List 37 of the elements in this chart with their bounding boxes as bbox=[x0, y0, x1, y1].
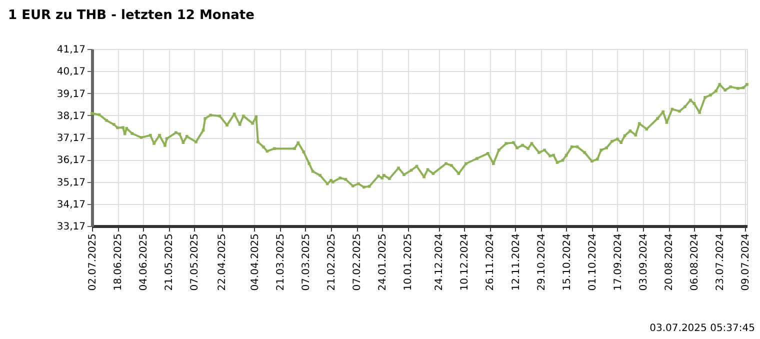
x-tick-label: 07.03.2025 bbox=[300, 234, 312, 291]
x-tick-label: 24.12.2024 bbox=[434, 234, 446, 291]
y-tick-label: 38,17 bbox=[56, 110, 86, 122]
chart-title: 1 EUR zu THB - letzten 12 Monate bbox=[8, 8, 255, 23]
x-tick-label: 26.11.2024 bbox=[485, 234, 496, 291]
x-tick-label: 06.08.2024 bbox=[690, 234, 701, 291]
x-tick-label: 02.07.2025 bbox=[88, 234, 98, 291]
x-tick-label: 22.04.2025 bbox=[217, 234, 228, 291]
x-tick-label: 29.10.2024 bbox=[536, 234, 548, 291]
y-tick-label: 33,17 bbox=[56, 222, 86, 232]
x-tick-label: 21.03.2025 bbox=[275, 234, 286, 291]
x-tick-label: 01.10.2024 bbox=[587, 234, 598, 291]
x-tick-label: 09.07.2024 bbox=[740, 234, 752, 291]
x-tick-label: 20.08.2024 bbox=[664, 234, 676, 291]
x-tick-label: 04.06.2025 bbox=[138, 234, 150, 291]
x-tick-label: 04.04.2025 bbox=[250, 234, 261, 291]
x-tick-label: 03.09.2024 bbox=[638, 234, 650, 291]
x-tick-label: 07.05.2025 bbox=[190, 234, 201, 291]
text: 03.07.2025 05:37:45 bbox=[650, 323, 755, 334]
y-tick-label: 35,17 bbox=[56, 177, 86, 188]
y-tick-label: 37,17 bbox=[56, 133, 86, 144]
y-tick-label: 40,17 bbox=[56, 66, 86, 78]
x-tick-label: 18.06.2025 bbox=[113, 234, 124, 291]
x-tick-label: 23.07.2024 bbox=[715, 234, 726, 291]
x-tick-label: 17.09.2024 bbox=[612, 234, 624, 291]
x-tick-label: 21.05.2025 bbox=[164, 234, 176, 291]
x-tick-label: 12.11.2024 bbox=[510, 234, 522, 291]
x-tick-label: 07.02.2025 bbox=[352, 234, 364, 291]
y-tick-label: 41,17 bbox=[56, 44, 86, 56]
y-tick-label: 34,17 bbox=[56, 199, 86, 210]
x-tick-label: 15.10.2024 bbox=[562, 234, 573, 291]
x-tick-label: 10.01.2025 bbox=[403, 234, 414, 291]
x-tick-label: 10.12.2024 bbox=[460, 234, 471, 291]
x-tick-label: 24.01.2025 bbox=[378, 234, 389, 291]
y-tick-label: 39,17 bbox=[56, 88, 86, 100]
x-tick-label: 21.02.2025 bbox=[326, 234, 338, 291]
y-tick-label: 36,17 bbox=[56, 155, 86, 166]
